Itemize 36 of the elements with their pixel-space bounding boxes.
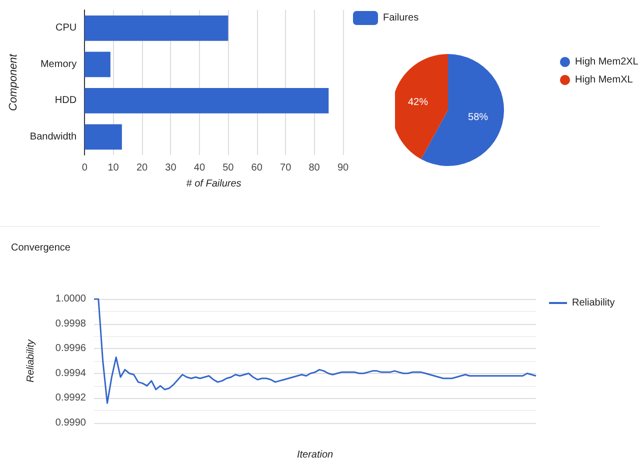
chart-title: Convergence [11, 242, 71, 254]
x-tick-label: 40 [194, 162, 206, 174]
x-axis-title: # of Failures [186, 178, 242, 190]
legend-label: High MemXL [575, 74, 634, 86]
y-tick-label: 0.9996 [55, 343, 86, 354]
y-tick-label: CPU [55, 22, 77, 34]
x-axis-title: Iteration [296, 450, 334, 460]
x-tick-label: 60 [251, 162, 263, 174]
y-tick-label: 0.9992 [55, 392, 86, 404]
x-tick-label: 10 [108, 162, 120, 174]
y-axis-title: Component [8, 53, 20, 111]
y-tick-label: 0.9994 [55, 368, 86, 379]
x-tick-label: 80 [308, 162, 320, 174]
y-tick-label: HDD [54, 95, 77, 106]
y-tick-label: 0.9990 [55, 418, 86, 428]
y-tick-label: Bandwidth [30, 131, 77, 142]
bar [84, 15, 228, 41]
y-tick-label: 0.9998 [55, 318, 86, 330]
x-tick-label: 20 [136, 162, 148, 174]
y-tick-label: 1.0000 [55, 294, 86, 304]
x-tick-label: 90 [337, 162, 349, 174]
legend-label: Failures [383, 12, 419, 24]
bar [84, 124, 122, 150]
bar [84, 52, 110, 78]
x-tick-label: 30 [165, 162, 177, 174]
y-axis-title: Reliability [26, 338, 36, 382]
x-tick-label: 70 [280, 162, 292, 174]
data-label: 42% [408, 96, 428, 108]
bar [84, 88, 329, 114]
line-series [93, 298, 537, 404]
y-tick-label: Memory [40, 58, 77, 70]
legend-label: Reliability [572, 298, 615, 308]
x-tick-label: 0 [82, 162, 88, 174]
x-tick-label: 50 [222, 162, 234, 174]
data-label: 58% [468, 112, 488, 124]
legend-label: High Mem2XL [575, 56, 639, 68]
